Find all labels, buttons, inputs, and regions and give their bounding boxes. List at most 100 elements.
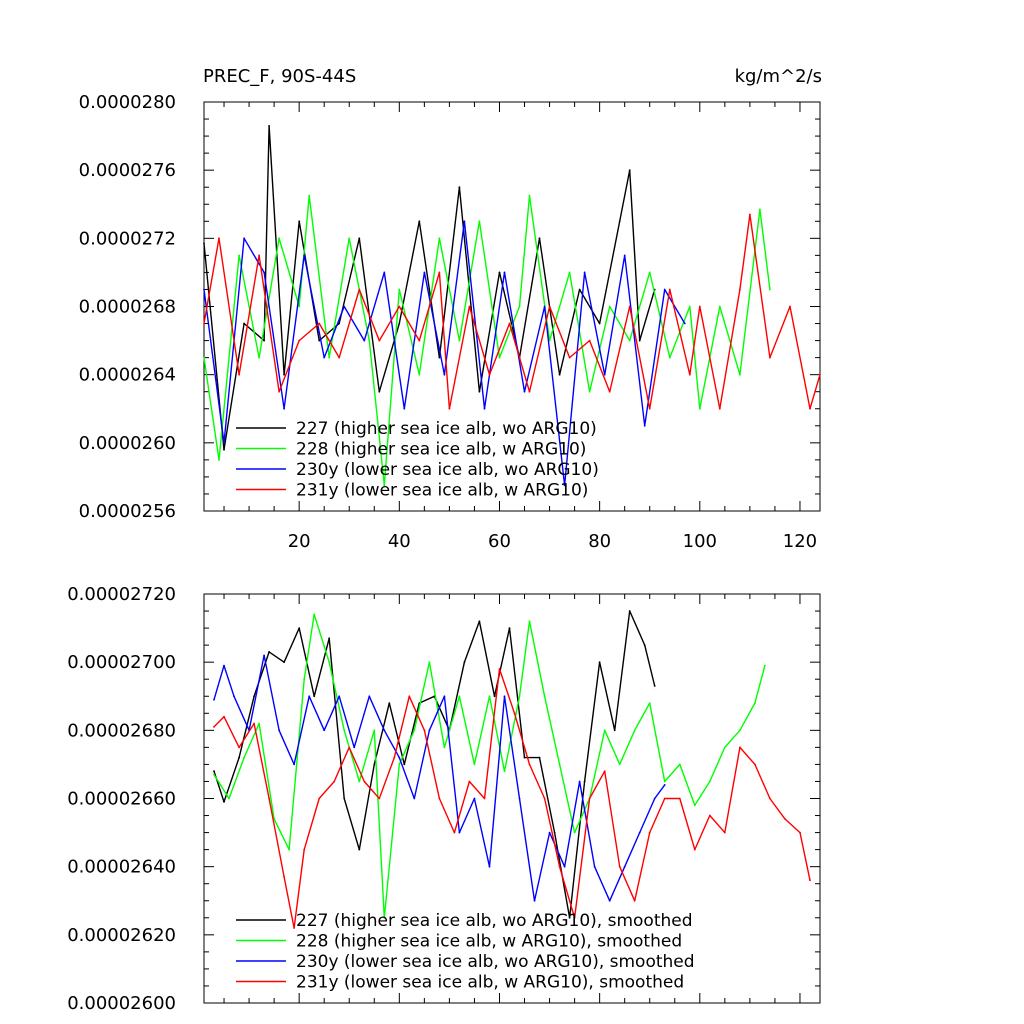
series-2-point	[308, 695, 311, 698]
series-2-point	[683, 322, 686, 325]
series-1-point	[303, 678, 306, 681]
y-tick-label: 0.00002620	[67, 925, 176, 946]
series-line-2	[213, 654, 666, 902]
series-1-point	[218, 459, 220, 461]
legend-label: 231y (lower sea ice alb, w ARG10)	[296, 481, 588, 501]
series-0-point	[558, 373, 561, 376]
series-3-point	[543, 797, 546, 800]
series-2-point	[263, 271, 265, 274]
series-3-point	[333, 780, 336, 783]
series-2-point	[443, 695, 446, 698]
y-tick-label: 0.00002720	[67, 584, 176, 605]
series-1-point	[373, 729, 376, 732]
y-tick-label: 0.00002680	[67, 720, 176, 741]
y-tick-label: 0.00002640	[67, 857, 176, 878]
legend-label: 231y (lower sea ice alb, w ARG10), smoot…	[296, 973, 684, 993]
series-1-point	[288, 848, 290, 851]
series-0-point	[618, 220, 621, 223]
series-3-point	[558, 865, 561, 868]
series-2-point	[278, 729, 280, 732]
series-1-point	[528, 194, 531, 197]
series-1-point	[428, 661, 431, 664]
series-1-point	[668, 356, 671, 359]
series-3-point	[378, 797, 381, 800]
series-2-point	[383, 729, 386, 732]
series-2-point	[223, 441, 225, 444]
series-2-point	[233, 695, 235, 698]
series-1-point	[633, 729, 636, 732]
series-3-point	[618, 865, 621, 868]
series-0-point	[373, 763, 376, 766]
series-0-point	[598, 661, 601, 664]
series-line-1	[213, 613, 766, 919]
series-3-point	[769, 356, 771, 359]
series-1-point	[618, 763, 621, 766]
series-0-point	[643, 644, 646, 646]
series-2-point	[503, 695, 506, 698]
series-1-point	[438, 237, 441, 240]
series-3-point	[238, 373, 241, 376]
series-0-point	[498, 271, 501, 274]
series-3-point	[448, 407, 451, 410]
series-3-point	[483, 797, 486, 800]
series-1-point	[764, 664, 766, 667]
series-1-point	[383, 484, 386, 487]
series-1-point	[558, 763, 561, 766]
series-1-point	[418, 373, 421, 376]
series-3-point	[378, 339, 381, 342]
series-1-point	[573, 831, 576, 834]
series-3-point	[253, 722, 256, 725]
x-tick-label: 60	[488, 531, 511, 552]
series-3-point	[648, 831, 651, 834]
y-tick-label: 0.0000256	[79, 501, 176, 522]
series-1-point	[228, 797, 230, 800]
series-1-point	[213, 773, 215, 776]
series-1-point	[238, 254, 241, 257]
series-2-point	[473, 797, 476, 800]
series-line-1	[203, 194, 771, 487]
series-1-point	[458, 695, 461, 698]
x-tick-label: 80	[588, 531, 611, 552]
series-1-point	[769, 288, 771, 291]
series-0-point	[238, 756, 241, 759]
series-3-point	[799, 831, 801, 834]
series-2-point	[423, 271, 426, 274]
series-0-point	[268, 651, 270, 653]
series-1-point	[328, 661, 331, 664]
series-1-point	[759, 208, 761, 211]
series-1-point	[754, 702, 756, 704]
legend-label: 230y (lower sea ice alb, wo ARG10)	[296, 460, 599, 480]
series-1-point	[258, 356, 260, 359]
series-3-point	[468, 305, 471, 308]
bottom-panel: 0.00002600 0.00002620 0.00002640 0.00002660…	[67, 584, 821, 1014]
series-2-point	[363, 339, 366, 342]
series-3-point	[668, 288, 671, 291]
y-tick-label: 0.0000280	[79, 92, 176, 113]
series-1-point	[648, 702, 651, 704]
series-0-point	[338, 322, 341, 325]
series-1-point	[278, 237, 280, 240]
y-tick-label: 0.00002660	[67, 789, 176, 810]
series-2-point	[523, 390, 526, 393]
series-0-point	[343, 797, 346, 800]
series-2-point	[643, 424, 646, 427]
series-3-point	[784, 818, 786, 820]
series-2-point	[638, 831, 641, 834]
series-0-point	[388, 702, 391, 704]
series-0-point	[568, 916, 571, 919]
series-1-point	[698, 407, 701, 410]
x-tick-label: 20	[288, 531, 311, 552]
series-1-point	[413, 729, 416, 732]
series-1-point	[628, 339, 631, 342]
series-1-point	[368, 339, 371, 342]
series-3-point	[438, 271, 441, 274]
series-2-point	[583, 271, 586, 274]
series-2-point	[663, 288, 666, 291]
series-0-point	[638, 339, 641, 342]
y-tick-label: 0.00002700	[67, 652, 176, 673]
series-3-point	[348, 746, 351, 749]
series-3-point	[318, 797, 321, 800]
series-3-point	[218, 237, 220, 240]
series-1-point	[478, 220, 481, 223]
series-0-point	[358, 848, 361, 851]
